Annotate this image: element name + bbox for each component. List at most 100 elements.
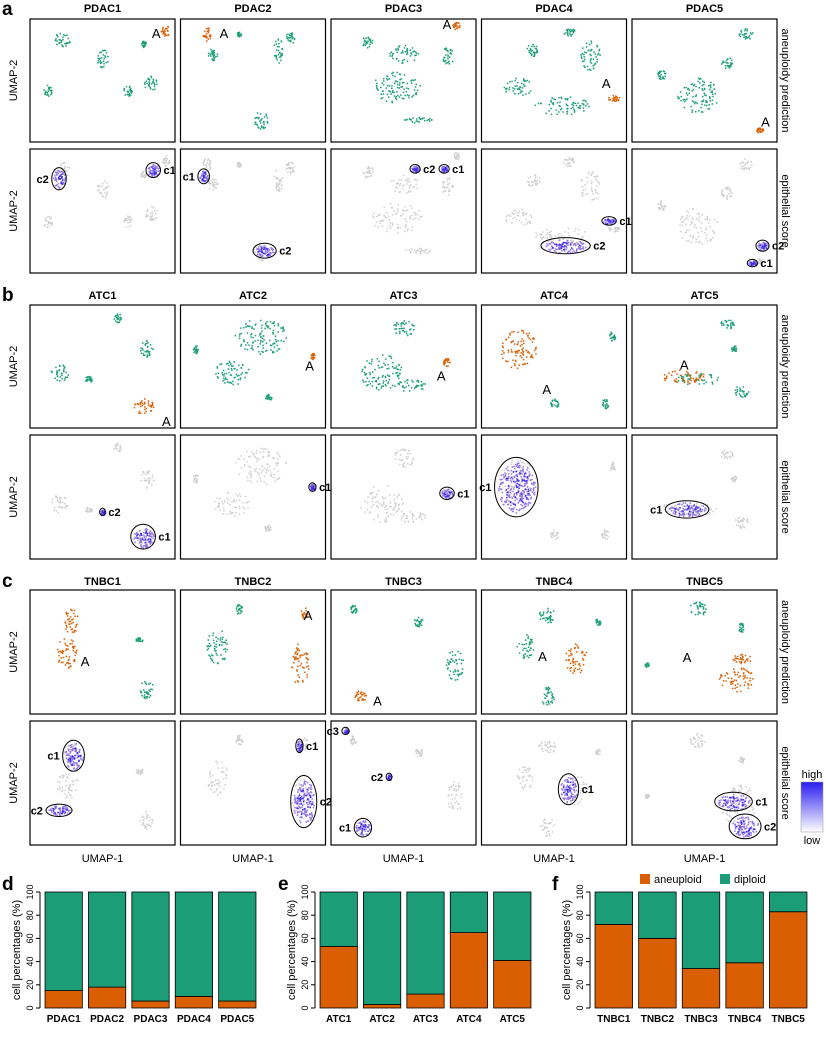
y-tick-label: 0 — [25, 1005, 35, 1010]
high-score-cells — [199, 170, 210, 183]
umap-ylabel: UMAP-2 — [8, 60, 20, 102]
low-score-cells — [453, 151, 460, 160]
aneuploidy-umap-ATC3: A — [330, 304, 477, 429]
diploid-cells — [113, 313, 122, 324]
cluster-label-c1: c1 — [339, 823, 351, 835]
legend-label-diploid: diploid — [734, 874, 766, 886]
low-score-cells — [362, 165, 374, 179]
y-tick-label: 20 — [575, 980, 585, 990]
aneuploid-marker: A — [761, 114, 770, 129]
aneuploid-cells — [64, 608, 79, 633]
high-score-cells — [293, 780, 315, 824]
cluster-label-c2: c2 — [320, 797, 332, 809]
top-score-cells — [412, 167, 419, 173]
umap-frame — [480, 304, 628, 429]
row-label: aneuploidy prediction — [779, 29, 791, 133]
low-score-cells — [567, 776, 588, 806]
low-score-cells — [738, 756, 745, 764]
cluster-outline — [714, 791, 753, 812]
colorbar-high-label: high — [802, 769, 823, 781]
top-score-cells — [443, 491, 452, 498]
cluster-label-c2: c2 — [772, 241, 784, 253]
umap-frame — [330, 18, 477, 143]
aneuploid-marker: A — [443, 17, 452, 32]
category-label-TNBC5: TNBC5 — [772, 1014, 806, 1025]
diploid-cells — [286, 32, 296, 44]
cluster-outline — [540, 237, 591, 255]
umap-ylabel: UMAP-2 — [8, 762, 20, 804]
low-score-cells — [207, 760, 228, 796]
cluster-label-c2: c2 — [108, 507, 120, 519]
umap-frame — [29, 720, 176, 846]
row-label: aneuploidy prediction — [779, 600, 791, 704]
bar-diploid-PDAC5 — [218, 891, 257, 1002]
top-score-cells — [551, 241, 581, 251]
bar-diploid-ATC5 — [493, 891, 532, 961]
low-score-cells — [601, 529, 610, 540]
low-score-cells — [113, 442, 122, 452]
aneuploid-cells — [756, 127, 765, 134]
category-label-TNBC4: TNBC4 — [728, 1014, 762, 1025]
top-score-cells — [606, 218, 615, 225]
diploid-cells — [550, 398, 560, 408]
top-score-cells — [67, 747, 82, 766]
y-axis-label: cell percentages (%) — [11, 900, 23, 1000]
umap-xlabel: UMAP-1 — [533, 853, 575, 865]
epithelial-umap-PDAC2: c1 c2 — [179, 148, 327, 274]
bar-diploid-TNBC2 — [638, 891, 677, 939]
top-score-cells — [258, 247, 270, 257]
aneuploidy-umap-TNBC1: A — [29, 589, 176, 715]
aneuploidy-umap-ATC2: A — [179, 304, 327, 429]
cluster-label-c2: c2 — [279, 246, 291, 258]
low-score-cells — [442, 177, 454, 196]
cluster-outline — [746, 258, 758, 268]
diploid-cells — [84, 375, 93, 383]
panel-label-f: f — [552, 874, 559, 895]
high-score-cells — [133, 527, 155, 549]
category-label-ATC2: ATC2 — [369, 1014, 395, 1025]
low-score-cells — [85, 507, 93, 513]
category-label-PDAC1: PDAC1 — [47, 1014, 81, 1025]
aneuploid-cells — [565, 643, 588, 674]
low-score-cells — [663, 500, 703, 516]
cluster-outline — [62, 739, 85, 772]
bar-diploid-ATC2 — [363, 891, 402, 1005]
diploid-cells — [563, 28, 576, 37]
panel-label-d: d — [2, 874, 14, 895]
low-score-cells — [550, 529, 560, 540]
low-score-cells — [608, 226, 621, 233]
low-score-cells — [235, 734, 244, 746]
colorbar-low-label: low — [804, 835, 821, 847]
diploid-cells — [54, 32, 71, 48]
aneuploid-marker: A — [162, 414, 171, 429]
cluster-label-c1: c1 — [479, 482, 491, 494]
umap-frame — [29, 304, 176, 429]
cluster-outline — [308, 482, 317, 492]
top-score-cells — [201, 172, 207, 182]
diploid-cells — [734, 386, 750, 398]
low-score-cells — [721, 186, 733, 200]
bar-aneuploid-PDAC1 — [44, 990, 83, 1009]
bar-aneuploid-ATC1 — [319, 946, 358, 1009]
cluster-outline — [439, 486, 455, 500]
diploid-cells — [192, 345, 199, 355]
high-score-cells — [441, 488, 455, 499]
cluster-label-c1: c1 — [582, 784, 594, 796]
cluster-outline — [438, 164, 450, 174]
diploid-cells — [595, 618, 602, 626]
category-label-PDAC2: PDAC2 — [90, 1014, 124, 1025]
top-score-cells — [310, 485, 316, 490]
diploid-cells — [43, 84, 53, 97]
low-score-cells — [447, 781, 463, 810]
umap-frame — [631, 720, 778, 846]
y-tick-label: 40 — [25, 957, 35, 967]
cluster-outline — [130, 523, 156, 550]
umap-frame — [179, 304, 327, 429]
aneuploid-marker: A — [305, 359, 314, 374]
low-score-cells — [720, 449, 734, 460]
low-score-cells — [51, 495, 69, 514]
diploid-cells — [350, 604, 358, 614]
umap-frame — [480, 434, 628, 560]
